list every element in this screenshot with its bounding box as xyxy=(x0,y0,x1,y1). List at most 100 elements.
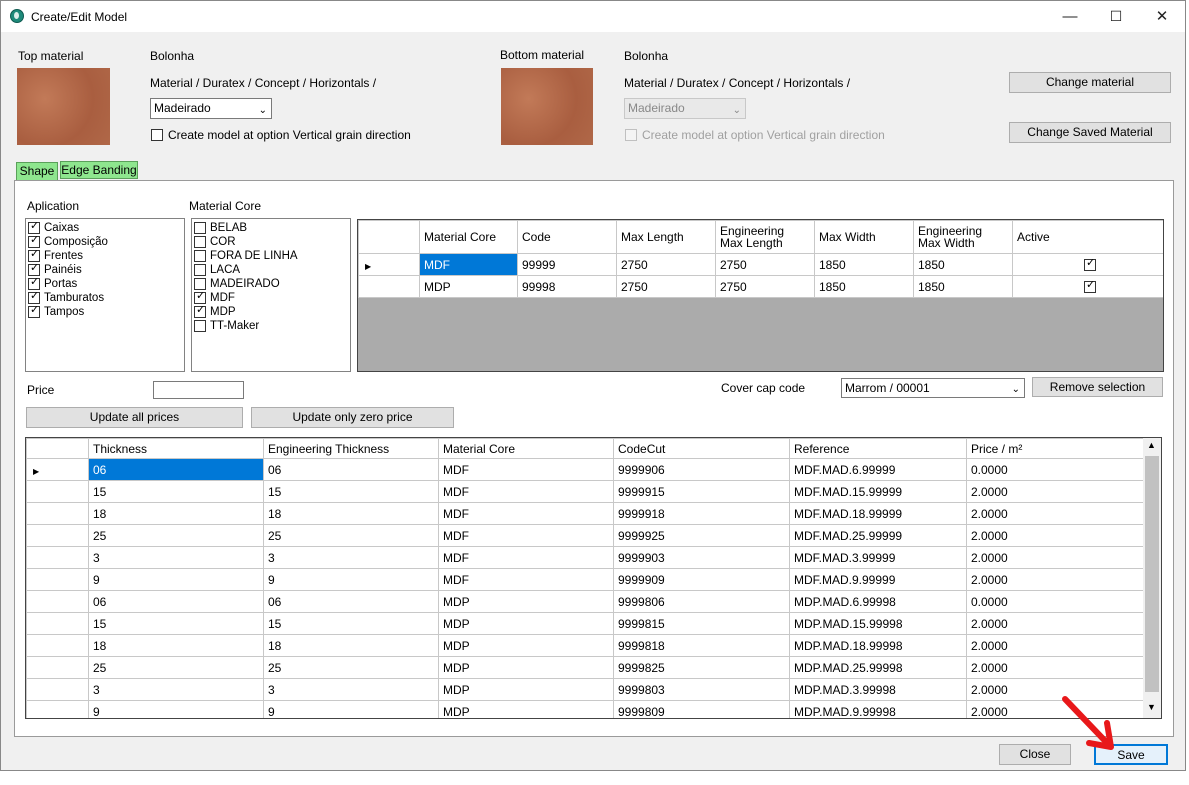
thickness-grid-cell[interactable]: 18 xyxy=(88,502,264,525)
thickness-grid-header[interactable]: Engineering Thickness xyxy=(263,438,439,459)
thickness-grid-cell[interactable]: MDF xyxy=(438,524,614,547)
core-grid-cell[interactable]: 1850 xyxy=(814,253,914,276)
row-header[interactable] xyxy=(26,546,89,569)
table-row[interactable]: 15 15 MDF 9999915 MDF.MAD.15.99999 2.0000 xyxy=(26,480,1144,503)
thickness-grid-cell[interactable]: 25 xyxy=(88,524,264,547)
table-row[interactable]: 9 9 MDF 9999909 MDF.MAD.9.99999 2.0000 xyxy=(26,568,1144,591)
aplication-checkbox[interactable]: ✓ xyxy=(28,248,40,262)
core-grid-cell[interactable]: 2750 xyxy=(616,275,716,298)
core-grid-cell[interactable]: 1850 xyxy=(814,275,914,298)
scroll-thumb[interactable] xyxy=(1145,456,1159,692)
table-row[interactable]: ▶ MDF 99999 2750 2750 1850 1850 ✓ xyxy=(358,253,1163,276)
row-header[interactable] xyxy=(26,678,89,701)
thickness-grid-cell[interactable]: MDP.MAD.25.99998 xyxy=(789,656,967,679)
thickness-grid-cell[interactable]: 0.0000 xyxy=(966,458,1144,481)
thickness-grid-cell[interactable]: 9 xyxy=(263,568,439,591)
aplication-item[interactable]: ✓ Tampos xyxy=(26,304,184,319)
thickness-grid-cell[interactable]: 9999903 xyxy=(613,546,790,569)
close-button[interactable]: Close xyxy=(999,744,1071,765)
table-row[interactable]: 3 3 MDF 9999903 MDF.MAD.3.99999 2.0000 xyxy=(26,546,1144,569)
thickness-grid-cell[interactable]: 18 xyxy=(263,634,439,657)
thickness-grid-cell[interactable]: MDF xyxy=(438,480,614,503)
minimize-button[interactable]: — xyxy=(1062,8,1078,25)
thickness-grid-cell[interactable]: 06 xyxy=(263,590,439,613)
aplication-checkbox[interactable]: ✓ xyxy=(28,304,40,318)
remove-selection-button[interactable]: Remove selection xyxy=(1032,377,1163,397)
thickness-grid-cell[interactable]: 9 xyxy=(263,700,439,718)
top-material-swatch[interactable] xyxy=(17,68,110,145)
thickness-grid-cell[interactable]: 2.0000 xyxy=(966,612,1144,635)
table-row[interactable]: 06 06 MDP 9999806 MDP.MAD.6.99998 0.0000 xyxy=(26,590,1144,613)
thickness-grid-cell[interactable]: 06 xyxy=(88,590,264,613)
aplication-item[interactable]: ✓ Painéis xyxy=(26,262,184,277)
thickness-grid-cell[interactable]: 3 xyxy=(88,678,264,701)
material-core-item[interactable]: ✓ MDP xyxy=(192,304,350,319)
thickness-grid-cell[interactable]: MDF.MAD.15.99999 xyxy=(789,480,967,503)
material-core-checkbox[interactable]: ✓ xyxy=(194,290,206,304)
thickness-grid-cell[interactable]: 18 xyxy=(263,502,439,525)
aplication-item[interactable]: ✓ Frentes xyxy=(26,248,184,263)
thickness-grid-cell[interactable]: 2.0000 xyxy=(966,546,1144,569)
core-grid-cell[interactable]: 2750 xyxy=(715,275,815,298)
row-header[interactable]: ▶ xyxy=(358,253,420,276)
thickness-grid-cell[interactable]: 25 xyxy=(88,656,264,679)
active-checkbox[interactable]: ✓ xyxy=(1084,257,1096,271)
thickness-grid-cell[interactable]: MDF.MAD.25.99999 xyxy=(789,524,967,547)
thickness-grid-cell[interactable]: 15 xyxy=(88,480,264,503)
cover-cap-combo[interactable]: Marrom / 00001 ⌄ xyxy=(841,378,1025,398)
aplication-checkbox[interactable]: ✓ xyxy=(28,262,40,276)
material-core-item[interactable]: LACA xyxy=(192,263,350,277)
aplication-item[interactable]: ✓ Portas xyxy=(26,276,184,291)
thickness-grid-cell[interactable]: 3 xyxy=(263,678,439,701)
thickness-grid-cell[interactable]: MDP xyxy=(438,634,614,657)
thickness-grid-cell[interactable]: MDP xyxy=(438,590,614,613)
thickness-grid-cell[interactable]: MDF.MAD.3.99999 xyxy=(789,546,967,569)
row-header[interactable] xyxy=(26,590,89,613)
thickness-grid-cell[interactable]: 25 xyxy=(263,524,439,547)
scroll-down-icon[interactable]: ▼ xyxy=(1147,702,1156,712)
material-core-item[interactable]: FORA DE LINHA xyxy=(192,249,350,263)
core-grid-header[interactable]: Max Length xyxy=(616,220,716,254)
price-input[interactable] xyxy=(153,381,244,399)
thickness-grid-cell[interactable]: 9999806 xyxy=(613,590,790,613)
thickness-grid-cell[interactable]: 9999925 xyxy=(613,524,790,547)
table-row[interactable]: 18 18 MDF 9999918 MDF.MAD.18.99999 2.0000 xyxy=(26,502,1144,525)
thickness-grid-cell[interactable]: 06 xyxy=(263,458,439,481)
thickness-grid-cell[interactable]: 9 xyxy=(88,700,264,718)
thickness-grid-header[interactable]: Thickness xyxy=(88,438,264,459)
save-button[interactable]: Save xyxy=(1094,744,1168,765)
maximize-button[interactable]: ☐ xyxy=(1109,8,1123,24)
thickness-grid-cell[interactable]: 9999825 xyxy=(613,656,790,679)
core-grid-cell[interactable]: MDF xyxy=(419,253,518,276)
thickness-grid-cell[interactable]: MDP xyxy=(438,678,614,701)
thickness-grid-cell[interactable]: MDF xyxy=(438,458,614,481)
material-core-checkbox[interactable] xyxy=(194,320,206,332)
tab-edge-banding[interactable]: Edge Banding xyxy=(60,161,138,179)
thickness-grid-cell[interactable]: 2.0000 xyxy=(966,524,1144,547)
row-header[interactable] xyxy=(358,275,420,298)
thickness-grid-cell[interactable]: 9999906 xyxy=(613,458,790,481)
material-core-item[interactable]: MADEIRADO xyxy=(192,277,350,291)
thickness-grid-cell[interactable]: 15 xyxy=(263,480,439,503)
thickness-grid-cell[interactable]: 9999809 xyxy=(613,700,790,718)
material-core-checkbox[interactable] xyxy=(194,222,206,234)
material-core-checkbox[interactable] xyxy=(194,250,206,262)
thickness-grid-cell[interactable]: MDP.MAD.3.99998 xyxy=(789,678,967,701)
material-core-checkbox[interactable]: ✓ xyxy=(194,304,206,318)
row-header[interactable] xyxy=(26,656,89,679)
update-all-prices-button[interactable]: Update all prices xyxy=(26,407,243,428)
thickness-grid-cell[interactable]: MDF xyxy=(438,568,614,591)
core-grid-header[interactable]: Engineering Max Length xyxy=(715,220,815,254)
active-checkbox[interactable]: ✓ xyxy=(1084,279,1096,293)
row-header[interactable] xyxy=(26,568,89,591)
scroll-up-icon[interactable]: ▲ xyxy=(1147,440,1156,450)
thickness-grid-header[interactable]: Price / m² xyxy=(966,438,1144,459)
table-row[interactable]: ▶ 06 06 MDF 9999906 MDF.MAD.6.99999 0.0000 xyxy=(26,458,1144,481)
thickness-grid-cell[interactable]: 3 xyxy=(263,546,439,569)
close-window-button[interactable]: ✕ xyxy=(1155,8,1169,25)
material-core-checkbox[interactable] xyxy=(194,278,206,290)
core-grid-cell[interactable]: 99999 xyxy=(517,253,617,276)
aplication-item[interactable]: ✓ Caixas xyxy=(26,220,184,235)
row-header[interactable] xyxy=(26,634,89,657)
thickness-grid-cell[interactable]: MDF xyxy=(438,546,614,569)
